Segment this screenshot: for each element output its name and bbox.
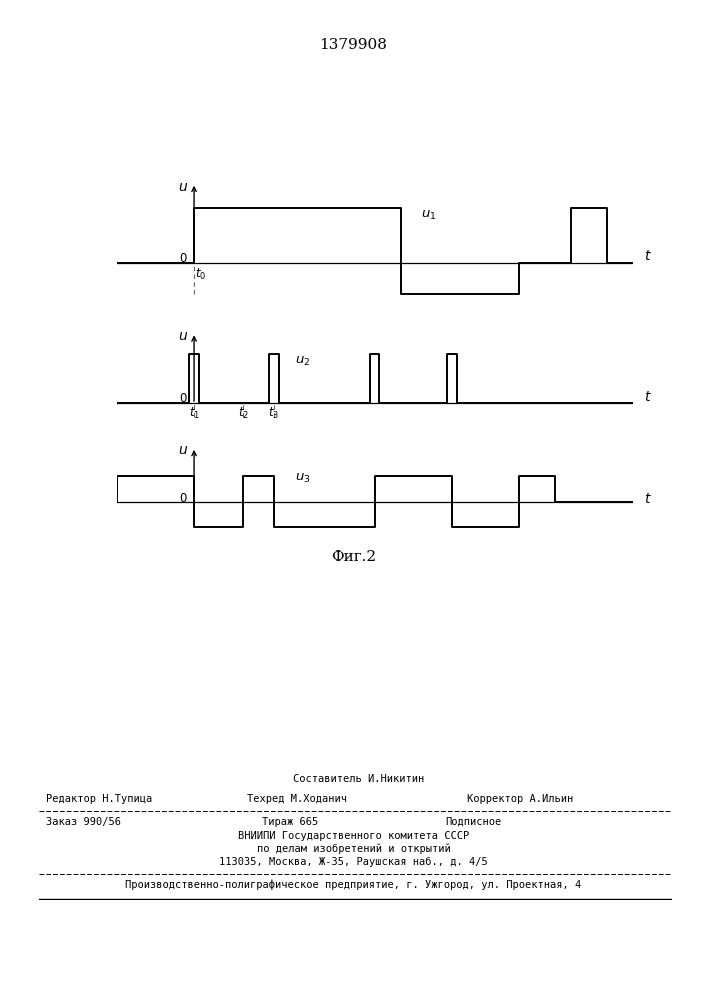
Text: Заказ 990/56: Заказ 990/56 xyxy=(46,817,121,827)
Text: 0: 0 xyxy=(179,492,187,505)
Text: 1379908: 1379908 xyxy=(320,38,387,52)
Text: $u_3$: $u_3$ xyxy=(295,472,310,485)
Text: Редактор Н.Тупица: Редактор Н.Тупица xyxy=(46,794,152,804)
Text: Тираж 665: Тираж 665 xyxy=(262,817,318,827)
Text: u: u xyxy=(178,180,187,194)
Text: $t_0$: $t_0$ xyxy=(194,267,206,282)
Text: t: t xyxy=(645,249,650,263)
Text: u: u xyxy=(178,329,187,343)
Text: Составитель И.Никитин: Составитель И.Никитин xyxy=(293,774,425,784)
Text: $t_2$: $t_2$ xyxy=(238,406,249,421)
Text: 0: 0 xyxy=(179,252,187,265)
Text: Фиг.2: Фиг.2 xyxy=(331,550,376,564)
Text: 0: 0 xyxy=(179,392,187,405)
Text: $u_2$: $u_2$ xyxy=(295,355,310,368)
Text: t: t xyxy=(645,390,650,404)
Text: t: t xyxy=(645,492,650,506)
Text: Корректор А.Ильин: Корректор А.Ильин xyxy=(467,794,573,804)
Text: $t_1$: $t_1$ xyxy=(189,406,199,421)
Text: Техред М.Ходанич: Техред М.Ходанич xyxy=(247,794,347,804)
Text: $u_1$: $u_1$ xyxy=(421,209,436,222)
Text: $t_3$: $t_3$ xyxy=(269,406,280,421)
Text: Подписное: Подписное xyxy=(445,817,502,827)
Text: u: u xyxy=(178,443,187,457)
Text: 113035, Москва, Ж-35, Раушская наб., д. 4/5: 113035, Москва, Ж-35, Раушская наб., д. … xyxy=(219,857,488,867)
Text: ВНИИПИ Государственного комитета СССР: ВНИИПИ Государственного комитета СССР xyxy=(238,831,469,841)
Text: Производственно-полиграфическое предприятие, г. Ужгород, ул. Проектная, 4: Производственно-полиграфическое предприя… xyxy=(125,880,582,890)
Text: по делам изобретений и открытий: по делам изобретений и открытий xyxy=(257,844,450,854)
